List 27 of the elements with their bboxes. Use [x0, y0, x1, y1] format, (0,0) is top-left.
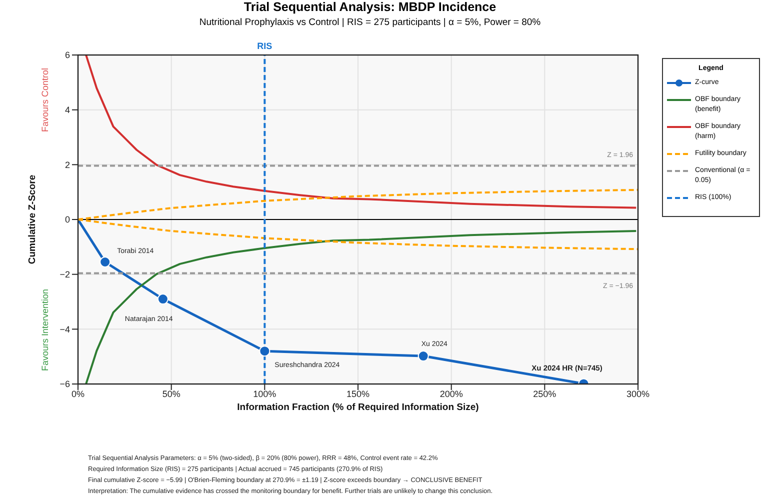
line-series [85, 55, 638, 209]
x-tick-label: 300% [626, 389, 650, 399]
y-tick-label: −6 [60, 379, 70, 390]
x-tick-label: 200% [440, 389, 463, 399]
y-tick-label: 4 [64, 105, 70, 116]
y-tick-label: −4 [60, 324, 70, 334]
annotation: RIS [257, 41, 272, 51]
chart-title: Trial Sequential Analysis: MBDP Incidence [242, 0, 498, 14]
point [418, 350, 429, 362]
x-axis-title: Information Fraction (% of Required Information Size) [237, 402, 479, 413]
chart-subtitle: Nutritional Prophylaxis vs Control | RIS = 275 participants | α = 5%, Power = 80% [198, 17, 542, 28]
line-series [85, 230, 638, 384]
text: Favours Control [40, 68, 50, 132]
x-tick-label: 100% [253, 389, 276, 399]
point [259, 346, 270, 357]
y-tick-label: −2 [60, 270, 70, 280]
y-tick-label: 2 [64, 160, 70, 170]
y-tick-label: 6 [64, 50, 70, 60]
point [157, 294, 168, 305]
x-tick-label: 0% [71, 389, 85, 399]
x-tick-label: 150% [346, 389, 370, 399]
y-tick-label: 0 [64, 214, 70, 225]
x-tick-label: 250% [533, 389, 556, 399]
text: Favours Intervention [40, 288, 50, 372]
y-axis-title: Cumulative Z-Score [27, 174, 38, 264]
x-tick-label: 50% [162, 389, 180, 399]
point [100, 256, 111, 268]
